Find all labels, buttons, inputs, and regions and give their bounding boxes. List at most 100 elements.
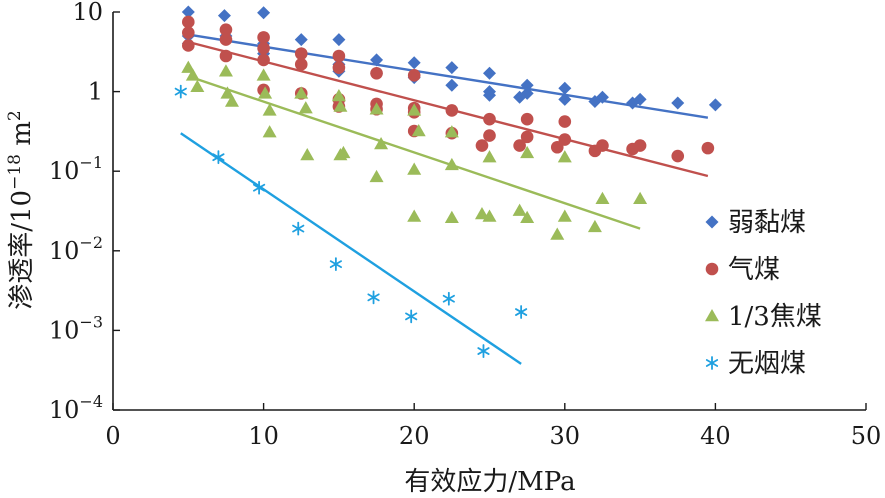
legend-marker	[705, 215, 719, 229]
y-axis-label-unit: m	[7, 121, 37, 154]
axes: 0 10 20 30 40 50 10 1 10−1 10−2 10−3 10−4	[49, 0, 881, 450]
data-point	[218, 64, 233, 77]
data-point	[329, 257, 342, 272]
legend-label: 弱黏煤	[728, 208, 806, 238]
data-point	[633, 191, 648, 205]
data-point	[407, 69, 421, 82]
y-axis-label: 渗透率/10−18 m2	[5, 110, 37, 310]
trend-line	[180, 132, 522, 365]
data-point	[182, 15, 195, 29]
data-point	[369, 102, 384, 115]
y-axis-label-unit-exp: 2	[5, 110, 25, 121]
data-point	[520, 112, 534, 126]
data-point	[483, 66, 496, 80]
legend-marker	[705, 309, 719, 322]
legend-marker	[705, 262, 719, 276]
x-tick-label: 0	[105, 422, 120, 450]
data-point	[557, 150, 572, 163]
data-point	[550, 140, 564, 154]
data-point	[407, 56, 421, 70]
data-point	[512, 203, 527, 216]
legend-marker	[705, 356, 719, 370]
legend-label: 无烟煤	[728, 349, 806, 379]
data-point	[477, 344, 490, 358]
y-tick-label: 10	[72, 0, 103, 26]
data-point	[333, 99, 348, 112]
y-axis-label-exp: −18	[5, 154, 25, 190]
y-tick-label: 1	[88, 78, 103, 106]
data-point	[219, 33, 233, 46]
data-point	[407, 209, 422, 222]
data-point	[671, 149, 685, 163]
data-point	[182, 26, 195, 39]
data-point	[558, 81, 572, 95]
data-point	[298, 101, 313, 114]
y-tick-label: 10−2	[49, 233, 103, 265]
data-point	[515, 305, 528, 319]
data-point	[482, 150, 497, 163]
data-point	[294, 86, 309, 99]
x-axis-label: 有效应力/MPa	[404, 467, 575, 497]
data-point	[520, 210, 535, 224]
data-point	[558, 115, 572, 128]
data-point	[444, 210, 459, 224]
data-point	[257, 41, 270, 55]
legend-label: 1/3焦煤	[728, 302, 822, 332]
data-point	[332, 61, 346, 74]
data-point	[445, 61, 459, 75]
data-point	[181, 5, 195, 19]
data-point	[262, 125, 277, 138]
data-point	[217, 9, 231, 23]
data-point	[331, 89, 346, 102]
data-point	[626, 142, 639, 156]
data-point	[224, 94, 239, 107]
data-point	[411, 123, 426, 137]
data-point	[550, 227, 565, 240]
data-point	[708, 98, 722, 112]
y-axis-label-main: 渗透率/10	[7, 190, 37, 310]
legend-item: 无烟煤	[705, 349, 806, 379]
data-point	[174, 84, 187, 99]
data-point	[405, 309, 418, 324]
legend-item: 弱黏煤	[705, 208, 806, 238]
x-tick-label: 40	[700, 422, 731, 450]
data-point	[257, 6, 271, 20]
y-tick-label: 10−4	[49, 392, 103, 424]
data-point	[332, 49, 346, 63]
data-point	[292, 221, 305, 236]
data-point	[445, 78, 459, 92]
data-point	[407, 162, 422, 175]
data-point	[300, 147, 315, 161]
data-point	[520, 130, 534, 144]
data-point	[256, 68, 271, 81]
data-point	[444, 125, 459, 138]
data-point	[367, 290, 380, 305]
data-point	[557, 209, 572, 222]
data-point	[294, 47, 308, 60]
data-point	[220, 86, 235, 99]
data-point	[483, 88, 496, 102]
data-point	[370, 66, 383, 80]
trend-line	[195, 77, 641, 230]
data-point	[190, 79, 205, 93]
data-point	[483, 129, 496, 142]
data-point	[294, 33, 308, 47]
legend-item: 1/3焦煤	[705, 302, 822, 332]
data-point	[442, 291, 455, 306]
data-point	[332, 33, 346, 47]
data-point	[219, 23, 233, 36]
data-point	[474, 206, 489, 220]
data-point	[181, 60, 196, 73]
data-point	[374, 136, 389, 150]
data-point	[258, 86, 273, 99]
data-point	[671, 96, 685, 110]
data-point	[262, 103, 277, 116]
data-point	[513, 90, 527, 104]
data-point	[520, 145, 535, 159]
x-tick-label: 10	[248, 422, 279, 450]
data-point	[257, 31, 270, 44]
x-tick-label: 50	[851, 422, 882, 450]
data-point	[407, 103, 422, 116]
